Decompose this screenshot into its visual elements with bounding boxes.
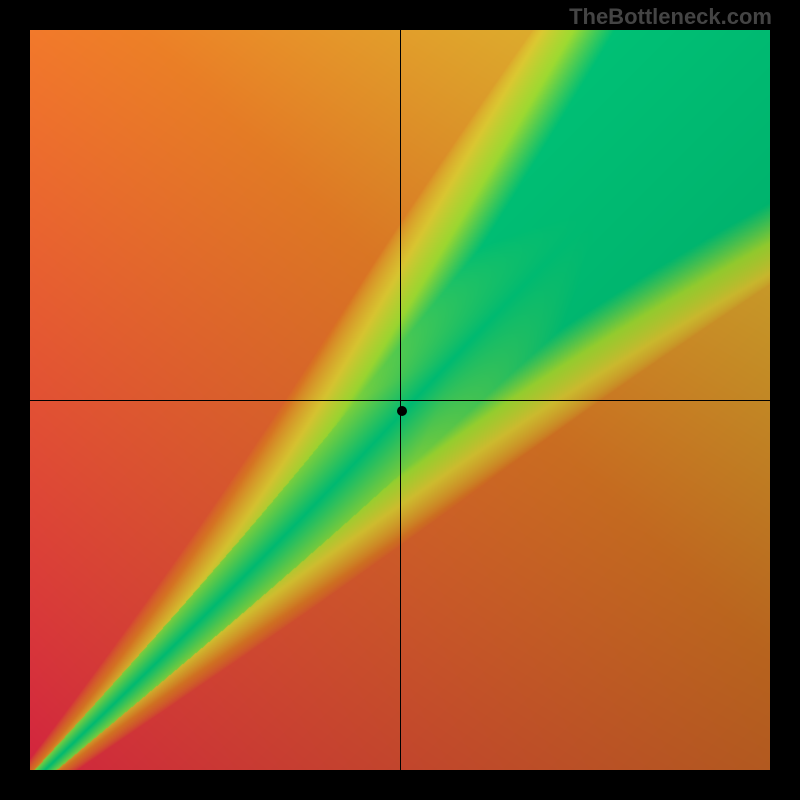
data-point-marker <box>397 406 407 416</box>
plot-area <box>30 30 770 770</box>
watermark-text: TheBottleneck.com <box>569 4 772 30</box>
crosshair-vertical <box>400 30 401 770</box>
